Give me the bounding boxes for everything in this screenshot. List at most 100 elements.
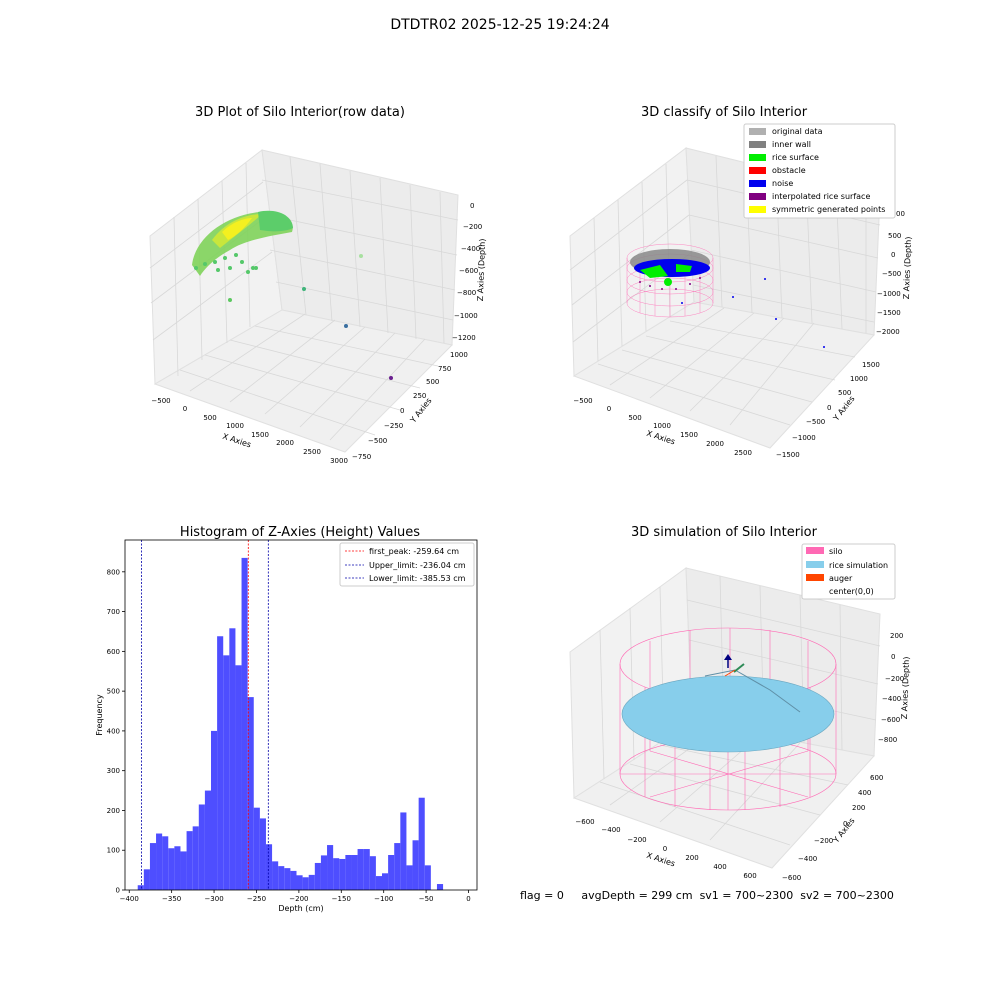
simulation-auger-marker xyxy=(724,654,745,677)
histogram-bar xyxy=(149,843,157,890)
histogram-bar xyxy=(235,665,242,890)
histogram-bar xyxy=(308,874,315,890)
svg-text:200: 200 xyxy=(890,632,903,640)
raw-gridlines xyxy=(149,156,459,441)
raw-point-cloud xyxy=(192,210,393,380)
svg-text:Lower_limit: -385.53 cm: Lower_limit: -385.53 cm xyxy=(369,574,466,583)
y-tick-label: 100 xyxy=(107,847,120,855)
histogram-legend: first_peak: -259.64 cm Upper_limit: -236… xyxy=(339,542,475,587)
histogram-bar xyxy=(290,870,297,890)
svg-text:−400: −400 xyxy=(882,695,901,703)
svg-text:auger: auger xyxy=(829,574,853,583)
status-sv2: sv2 = 700~2300 xyxy=(800,889,894,902)
svg-text:−1500: −1500 xyxy=(877,309,901,317)
svg-text:1000: 1000 xyxy=(653,422,671,430)
raw-z-ticks: 0 −200 −400 −600 −800 −1000 −1200 xyxy=(452,202,482,342)
svg-text:−400: −400 xyxy=(798,855,817,863)
simulation-rice-surface xyxy=(621,675,835,753)
y-tick-label: 800 xyxy=(107,568,120,576)
svg-text:rice simulation: rice simulation xyxy=(829,561,888,570)
svg-text:−1000: −1000 xyxy=(454,312,478,320)
svg-text:750: 750 xyxy=(438,365,451,373)
legend-swatch-interpolated xyxy=(749,193,766,200)
status-avg-depth: avgDepth = 299 cm xyxy=(581,889,693,902)
y-tick-label: 0 xyxy=(116,887,120,895)
y-tick-label: 500 xyxy=(107,688,120,696)
histogram-bar xyxy=(186,831,193,890)
legend-swatch-rice-simulation xyxy=(806,561,824,568)
svg-text:500: 500 xyxy=(888,232,901,240)
svg-text:−1500: −1500 xyxy=(776,451,800,459)
histogram-bar xyxy=(357,849,364,890)
svg-text:−750: −750 xyxy=(352,453,371,461)
simulation-x-ticks: −600 −400 −200 0 200 400 600 xyxy=(575,818,756,880)
svg-text:first_peak: -259.64 cm: first_peak: -259.64 cm xyxy=(369,547,459,556)
histogram-bar xyxy=(436,884,444,890)
svg-text:−200: −200 xyxy=(885,675,904,683)
classify-z-label: Z Axies (Depth) xyxy=(902,236,913,299)
classify-silo-wireframe xyxy=(626,243,714,318)
svg-text:−1000: −1000 xyxy=(792,434,816,442)
histogram-bar xyxy=(180,851,187,890)
svg-text:600: 600 xyxy=(870,774,883,782)
figure-title: DTDTR02 2025-12-25 19:24:24 xyxy=(390,17,610,33)
histogram-bar xyxy=(211,730,218,890)
x-tick-label: 0 xyxy=(466,895,470,903)
legend-swatch-obstacle xyxy=(749,167,766,174)
histogram-bar xyxy=(424,865,431,890)
legend-swatch-auger xyxy=(806,574,824,581)
histogram-bar xyxy=(418,797,425,890)
histogram-bar xyxy=(229,628,236,890)
histogram-chart: Histogram of Z-Axies (Height) Values −40… xyxy=(95,525,478,913)
histogram-bar xyxy=(314,862,321,890)
svg-text:0: 0 xyxy=(827,404,831,412)
svg-text:−800: −800 xyxy=(878,736,897,744)
histogram-bar xyxy=(296,875,303,890)
histogram-bar xyxy=(253,807,260,890)
status-line: flag = 0 avgDepth = 299 cm sv1 = 700~230… xyxy=(520,889,894,902)
histogram-bar xyxy=(394,843,401,890)
legend-swatch-silo xyxy=(806,547,824,554)
svg-text:−500: −500 xyxy=(806,418,825,426)
svg-text:−600: −600 xyxy=(881,716,900,724)
svg-text:0: 0 xyxy=(607,405,611,413)
histogram-bar xyxy=(217,636,224,890)
histogram-frame xyxy=(124,539,478,891)
svg-text:00: 00 xyxy=(896,210,905,218)
histogram-x-ticks: −400 −350 −300 −250 −200 −150 −100 −50 0 xyxy=(120,890,471,903)
svg-text:500: 500 xyxy=(203,414,216,422)
svg-text:rice surface: rice surface xyxy=(772,153,819,162)
svg-text:−500: −500 xyxy=(882,270,901,278)
classify-y-ticks: −1500 −1000 −500 0 500 1000 1500 xyxy=(776,361,880,459)
histogram-bar xyxy=(265,844,273,890)
svg-text:symmetric generated points: symmetric generated points xyxy=(772,205,885,214)
status-flag: flag = 0 xyxy=(520,889,564,902)
histogram-y-label: Frequency xyxy=(95,694,104,736)
histogram-bar xyxy=(223,655,230,890)
svg-text:−1200: −1200 xyxy=(452,334,476,342)
y-tick-label: 200 xyxy=(107,807,120,815)
x-tick-label: −100 xyxy=(374,895,393,903)
raw-x-ticks: −500 0 500 1000 1500 2000 2500 3000 xyxy=(151,397,348,465)
histogram-bar xyxy=(351,855,358,890)
svg-text:−600: −600 xyxy=(782,874,801,882)
legend-swatch-noise xyxy=(749,180,766,187)
svg-text:1500: 1500 xyxy=(680,431,698,439)
histogram-bar xyxy=(192,826,199,890)
classify-x-ticks: −500 0 500 1000 1500 2000 2500 xyxy=(573,397,752,457)
histogram-bar xyxy=(241,557,248,890)
y-tick-label: 700 xyxy=(107,608,120,616)
svg-text:2500: 2500 xyxy=(303,448,321,456)
x-tick-label: −350 xyxy=(162,895,181,903)
svg-text:noise: noise xyxy=(772,179,793,188)
svg-text:silo: silo xyxy=(829,547,843,556)
histogram-bar xyxy=(363,849,370,890)
svg-text:1500: 1500 xyxy=(251,431,269,439)
svg-text:−200: −200 xyxy=(814,837,833,845)
histogram-bar xyxy=(137,885,144,890)
histogram-bar xyxy=(204,790,212,890)
svg-text:inner wall: inner wall xyxy=(772,140,811,149)
svg-text:600: 600 xyxy=(743,872,756,880)
histogram-title: Histogram of Z-Axies (Height) Values xyxy=(180,525,420,540)
histogram-bar xyxy=(162,836,169,890)
